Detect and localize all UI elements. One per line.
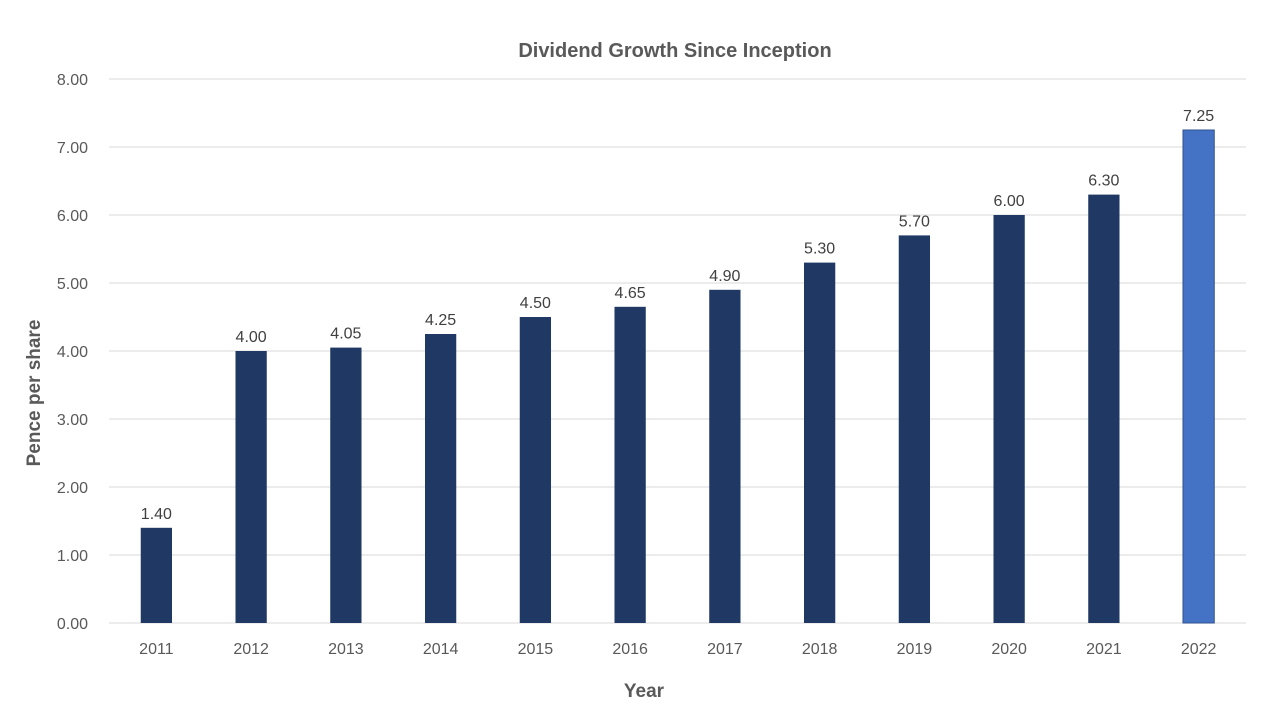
x-tick-label: 2020: [991, 641, 1027, 658]
x-tick-label: 2012: [233, 641, 269, 658]
bar: [898, 235, 931, 623]
y-tick-label: 7.00: [57, 140, 88, 157]
bars: [140, 129, 1215, 624]
bar: [709, 289, 741, 623]
bar: [519, 317, 552, 623]
bar: [330, 347, 362, 623]
y-axis-ticks: 0.00 1.00 2.00 3.00 4.00 5.00 6.00 7.00 8.00: [57, 72, 88, 633]
y-axis-title: Pence per share: [24, 320, 45, 467]
data-label: 4.05: [330, 326, 361, 343]
data-label: 6.00: [994, 193, 1025, 210]
x-tick-label: 2011: [139, 641, 174, 658]
y-tick-label: 3.00: [57, 412, 88, 429]
y-tick-label: 8.00: [57, 72, 88, 89]
y-tick-label: 1.00: [57, 548, 88, 565]
bar: [803, 262, 836, 623]
data-label: 6.30: [1088, 173, 1119, 190]
y-tick-label: 5.00: [57, 276, 88, 293]
y-tick-label: 0.00: [57, 616, 88, 633]
data-labels: 1.40 4.00 4.05 4.25 4.50 4.65 4.90 5.30 5.70 6.00…: [141, 108, 1214, 523]
x-axis-title: Year: [624, 681, 665, 702]
bar: [993, 215, 1025, 623]
bar: [424, 334, 457, 623]
data-label: 4.90: [709, 268, 740, 285]
data-label: 5.30: [804, 241, 835, 258]
chart-title: Dividend Growth Since Inception: [518, 40, 831, 62]
x-tick-label: 2017: [707, 641, 743, 658]
y-tick-label: 6.00: [57, 208, 88, 225]
bar: [140, 527, 173, 623]
bar: [1182, 129, 1215, 624]
x-tick-label: 2014: [423, 641, 459, 658]
x-tick-label: 2018: [802, 641, 838, 658]
bar: [1088, 194, 1120, 623]
x-tick-label: 2015: [518, 641, 554, 658]
x-tick-label: 2016: [612, 641, 648, 658]
gridlines: [109, 78, 1246, 624]
x-tick-label: 2022: [1181, 641, 1217, 658]
y-tick-label: 4.00: [57, 344, 88, 361]
x-tick-label: 2013: [328, 641, 364, 658]
data-label: 5.70: [899, 213, 930, 230]
bar: [614, 306, 646, 623]
data-label: 4.50: [520, 295, 551, 312]
data-label: 1.40: [141, 506, 172, 523]
x-tick-label: 2019: [897, 641, 933, 658]
data-label: 4.00: [236, 329, 267, 346]
y-tick-label: 2.00: [57, 480, 88, 497]
bar: [235, 351, 267, 623]
x-axis-ticks: 2011 2012 2013 2014 2015 2016 2017 2018 2019 2020…: [139, 641, 1216, 658]
data-label: 4.25: [425, 312, 456, 329]
data-label: 7.25: [1183, 108, 1214, 125]
data-label: 4.65: [615, 285, 646, 302]
x-tick-label: 2021: [1086, 641, 1122, 658]
